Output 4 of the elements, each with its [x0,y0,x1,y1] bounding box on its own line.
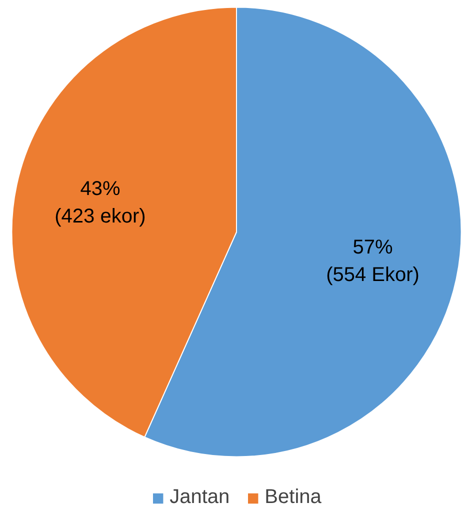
data-label: 43% (423 ekor) [54,178,146,228]
data-label: 57% (554 Ekor) [326,236,420,286]
legend-label: Betina [264,486,322,509]
legend-label: Jantan [170,486,230,509]
